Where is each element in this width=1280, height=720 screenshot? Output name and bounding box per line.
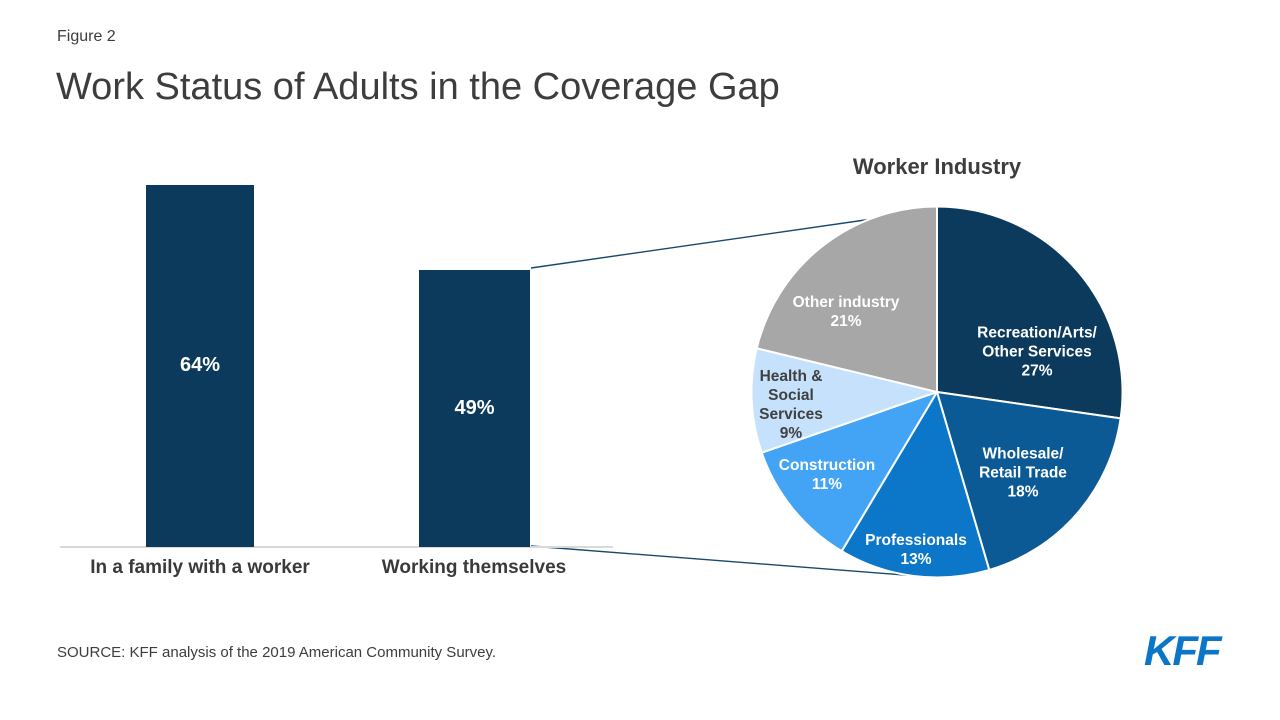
source-text: SOURCE: KFF analysis of the 2019 America… [57,644,497,661]
pie-slice-recreation-arts [936,205,1124,420]
bar-category-label-in-a-family-with-a-worker: In a family with a worker [90,557,310,578]
bar-value-label: 64% [179,354,221,377]
kff-logo: KFF [1144,627,1222,674]
pie-slice-construction [760,391,938,553]
bar-in-a-family-with-a-worker: 64% [146,184,254,547]
pie-chart-worker-industry [750,205,1124,579]
bar-working-themselves: 49% [419,269,530,547]
pie-slice-wholesale [936,391,1122,571]
bar-category-label-working-themselves: Working themselves [381,557,567,578]
pie-title: Worker Industry [852,154,1022,179]
pie-slice-other-industry [755,205,938,393]
bar-value-label: 49% [454,396,495,419]
figure-label: Figure 2 [57,28,116,45]
bar-axis-line [60,546,613,548]
page-title: Work Status of Adults in the Coverage Ga… [56,66,780,108]
pie-slice-professionals [840,391,991,579]
pie-slice-health [750,347,938,454]
